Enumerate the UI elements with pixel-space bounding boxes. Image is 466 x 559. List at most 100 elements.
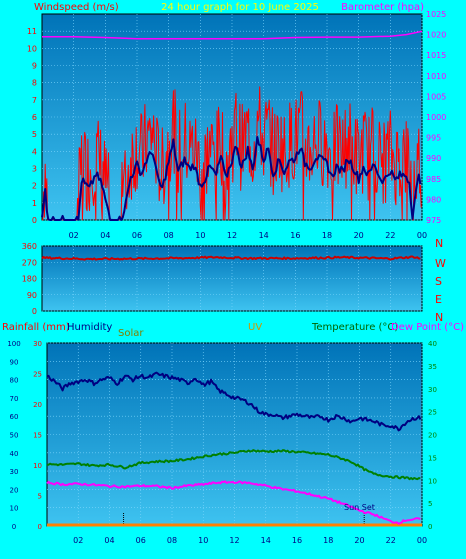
humidity-tick-label: 10 — [10, 505, 19, 513]
temperature-tick-label: 35 — [428, 363, 437, 371]
windspeed-tick-label: 9 — [32, 62, 37, 71]
rainfall-tick-label: 10 — [33, 462, 42, 470]
wind-x-tick-label: 14 — [259, 231, 269, 240]
wind-x-tick-label: 18 — [322, 231, 332, 240]
rainfall-tick-label: 20 — [33, 401, 42, 409]
wind-x-tick-label: 08 — [164, 231, 174, 240]
temperature-tick-label: 15 — [428, 454, 437, 462]
wind-x-tick-labels: 02 04 06 08 10 12 14 16 18 20 22 00 — [69, 231, 428, 240]
windspeed-tick-labels: 0 1 2 3 4 5 6 7 8 9 10 11 — [27, 27, 37, 225]
temperature-tick-label: 5 — [428, 500, 432, 508]
barometer-tick-label: 985 — [426, 175, 441, 184]
wind-series — [41, 30, 423, 221]
wind-x-tick-label: 02 — [69, 231, 79, 240]
windspeed-tick-label: 6 — [32, 113, 37, 122]
direction-degree-labels: 360 270 180 90 0 — [22, 242, 37, 316]
barometer-tick-label: 1000 — [426, 113, 446, 122]
solar-axis-label: Solar — [118, 328, 144, 339]
windspeed-tick-label: 10 — [27, 44, 37, 53]
humidity-tick-label: 50 — [10, 432, 19, 440]
barometer-tick-label: 1005 — [426, 92, 446, 101]
barometer-tick-label: 975 — [426, 216, 441, 225]
wind-x-tick-label: 20 — [354, 231, 364, 240]
humidity-axis-label: Humidity — [67, 322, 112, 333]
humidity-tick-label: 70 — [10, 395, 19, 403]
wind-x-tick-label: 22 — [385, 231, 395, 240]
direction-series — [41, 255, 421, 261]
humidity-tick-label: 30 — [10, 468, 19, 476]
wind-x-tick-label: 04 — [100, 231, 110, 240]
wind-x-tick-label: 00 — [417, 231, 427, 240]
windspeed-tick-label: 5 — [32, 130, 37, 139]
temperature-tick-label: 25 — [428, 409, 437, 417]
temp-x-tick-label: 00 — [417, 536, 427, 545]
temperature-tick-label: 10 — [428, 477, 437, 485]
barometer-tick-label: 1010 — [426, 72, 446, 81]
barometer-tick-label: 1015 — [426, 51, 446, 60]
barometer-line — [42, 30, 423, 40]
temp-x-tick-label: 16 — [292, 536, 302, 545]
uv-axis-label: UV — [248, 322, 262, 333]
wind-direction-line — [41, 255, 421, 261]
direction-degree-label: 90 — [27, 291, 37, 300]
rainfall-axis-label: Rainfall (mm) — [2, 322, 70, 333]
rainfall-tick-labels: 0 5 10 15 20 25 30 — [33, 340, 42, 531]
wind-x-tick-label: 12 — [227, 231, 237, 240]
humidity-tick-label: 60 — [10, 413, 19, 421]
sun-set-annotation: Sun Set — [344, 503, 375, 512]
humidity-line — [46, 371, 422, 432]
windspeed-tick-label: 1 — [32, 199, 37, 208]
wind-x-tick-label: 10 — [195, 231, 205, 240]
barometer-tick-label: 1025 — [426, 10, 446, 19]
temperature-axis-label: Temperature (°C) — [311, 322, 398, 333]
temperature-line — [47, 449, 421, 481]
direction-degree-label: 0 — [32, 307, 37, 316]
temp-x-tick-label: 08 — [167, 536, 177, 545]
windspeed-tick-label: 3 — [32, 165, 37, 174]
temp-x-tick-label: 22 — [386, 536, 396, 545]
temperature-humidity-panel: 0 5 10 15 20 25 30 0 10 20 30 40 50 60 70 80 90 100 0 5 10… — [2, 322, 464, 545]
windspeed-average-line — [41, 136, 422, 221]
compass-label: S — [435, 275, 442, 288]
dewpoint-line — [46, 480, 421, 525]
compass-label: N — [435, 311, 443, 324]
barometer-tick-label: 980 — [426, 195, 441, 204]
windspeed-gust-line — [42, 86, 422, 221]
compass-label: E — [435, 293, 442, 306]
windspeed-tick-label: 8 — [32, 79, 37, 88]
barometer-tick-label: 995 — [426, 134, 441, 143]
barometer-axis-label: Barometer (hpa) — [341, 2, 424, 13]
barometer-tick-labels: 975 980 985 990 995 1000 1005 1010 1015 1020 1025 — [426, 10, 446, 225]
windspeed-tick-label: 7 — [32, 96, 37, 105]
windspeed-tick-label: 0 — [32, 216, 37, 225]
temperature-tick-label: 30 — [428, 386, 437, 394]
rainfall-tick-label: 25 — [33, 371, 42, 379]
temperature-tick-labels: 0 5 10 15 20 25 30 35 40 — [428, 340, 437, 531]
barometer-tick-label: 1020 — [426, 31, 446, 40]
wind-x-tick-label: 06 — [132, 231, 142, 240]
compass-label: W — [435, 257, 446, 270]
temp-x-tick-label: 18 — [323, 536, 333, 545]
humidity-tick-label: 90 — [10, 358, 19, 366]
rainfall-tick-label: 15 — [33, 432, 42, 440]
rainfall-tick-label: 30 — [33, 340, 42, 348]
temp-x-tick-labels: 02 04 06 08 10 12 14 16 18 20 22 00 — [73, 536, 427, 545]
temp-x-tick-label: 12 — [229, 536, 239, 545]
rainfall-tick-label: 5 — [38, 493, 42, 501]
direction-degree-label: 360 — [22, 242, 37, 251]
humidity-tick-label: 100 — [7, 340, 20, 348]
direction-grid — [42, 245, 423, 312]
temperature-tick-label: 0 — [428, 523, 432, 531]
temp-x-tick-label: 06 — [136, 536, 146, 545]
rainfall-tick-label: 0 — [38, 523, 42, 531]
compass-label: N — [435, 237, 443, 250]
temp-x-tick-label: 04 — [104, 536, 114, 545]
barometer-tick-label: 990 — [426, 154, 441, 163]
wind-chart-title: 24 hour graph for 10 June 2025 — [161, 2, 319, 13]
humidity-tick-label: 0 — [12, 523, 16, 531]
